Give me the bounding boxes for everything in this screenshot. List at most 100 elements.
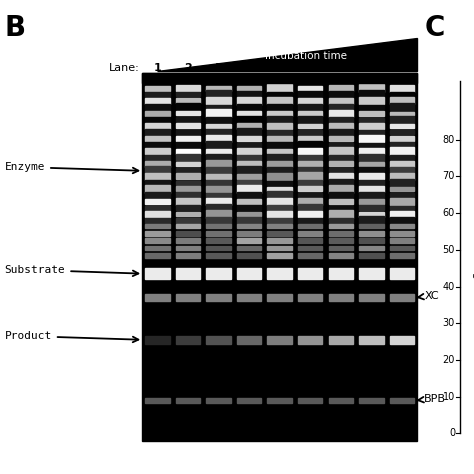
Bar: [298, 161, 322, 166]
Bar: [237, 199, 261, 204]
Bar: [176, 186, 200, 191]
Bar: [145, 185, 170, 192]
Bar: [390, 224, 414, 228]
Bar: [206, 118, 231, 122]
Bar: [176, 85, 200, 91]
Bar: [359, 148, 383, 154]
Bar: [359, 173, 383, 179]
Bar: [206, 91, 231, 99]
Bar: [176, 336, 200, 344]
Bar: [267, 142, 292, 148]
Bar: [145, 398, 170, 403]
Bar: [237, 205, 261, 210]
Bar: [267, 161, 292, 167]
Bar: [390, 136, 414, 141]
Bar: [176, 173, 200, 179]
Bar: [145, 224, 170, 228]
Bar: [390, 211, 414, 217]
Bar: [267, 238, 292, 243]
Bar: [267, 253, 292, 258]
Bar: [359, 162, 383, 165]
Bar: [298, 173, 322, 180]
Bar: [267, 187, 292, 191]
Bar: [145, 238, 170, 243]
Bar: [206, 173, 231, 179]
Bar: [298, 91, 322, 98]
Bar: [298, 238, 322, 243]
Bar: [176, 205, 200, 210]
Bar: [390, 179, 414, 187]
Bar: [237, 143, 261, 147]
Bar: [298, 246, 322, 250]
Text: XC: XC: [418, 291, 439, 301]
Bar: [237, 162, 261, 166]
Bar: [206, 105, 231, 109]
Text: 5: 5: [276, 64, 283, 73]
Bar: [206, 192, 231, 198]
Bar: [237, 155, 261, 160]
Bar: [298, 294, 322, 301]
Bar: [359, 118, 383, 122]
Bar: [237, 268, 261, 279]
Bar: [145, 218, 170, 223]
Bar: [359, 191, 383, 199]
Bar: [328, 117, 353, 122]
Bar: [328, 294, 353, 301]
Bar: [328, 136, 353, 141]
Bar: [145, 86, 170, 91]
Bar: [298, 398, 322, 403]
Bar: [237, 192, 261, 198]
Bar: [206, 253, 231, 258]
Bar: [176, 181, 200, 185]
Bar: [267, 336, 292, 344]
Text: 0: 0: [449, 428, 455, 438]
Bar: [328, 147, 353, 155]
Bar: [237, 398, 261, 403]
Bar: [206, 135, 231, 142]
Bar: [328, 231, 353, 236]
Bar: [206, 336, 231, 344]
Bar: [298, 104, 322, 110]
Bar: [176, 294, 200, 301]
Bar: [359, 224, 383, 228]
Bar: [328, 173, 353, 179]
Bar: [328, 110, 353, 117]
Bar: [359, 398, 383, 403]
Bar: [176, 162, 200, 166]
Bar: [359, 105, 383, 109]
Bar: [145, 129, 170, 136]
Bar: [390, 206, 414, 210]
Bar: [176, 198, 200, 205]
Bar: [206, 210, 231, 218]
Bar: [237, 231, 261, 236]
Bar: [176, 129, 200, 135]
Bar: [328, 162, 353, 166]
Bar: [145, 155, 170, 160]
Bar: [267, 155, 292, 161]
Bar: [206, 224, 231, 228]
Bar: [267, 268, 292, 279]
Bar: [298, 268, 322, 279]
Bar: [237, 212, 261, 217]
Bar: [206, 231, 231, 236]
Bar: [145, 148, 170, 154]
Bar: [206, 141, 231, 148]
Bar: [298, 219, 322, 222]
Bar: [206, 217, 231, 224]
Bar: [206, 97, 231, 104]
Bar: [237, 148, 261, 154]
Bar: [267, 294, 292, 301]
Bar: [267, 149, 292, 153]
Bar: [206, 86, 231, 91]
Bar: [359, 154, 383, 161]
Bar: [267, 231, 292, 236]
Bar: [298, 204, 322, 211]
Polygon shape: [157, 38, 417, 71]
Bar: [298, 116, 322, 124]
Bar: [328, 398, 353, 403]
Bar: [328, 206, 353, 210]
Bar: [206, 294, 231, 301]
Bar: [298, 98, 322, 104]
Bar: [390, 187, 414, 191]
Bar: [390, 92, 414, 97]
